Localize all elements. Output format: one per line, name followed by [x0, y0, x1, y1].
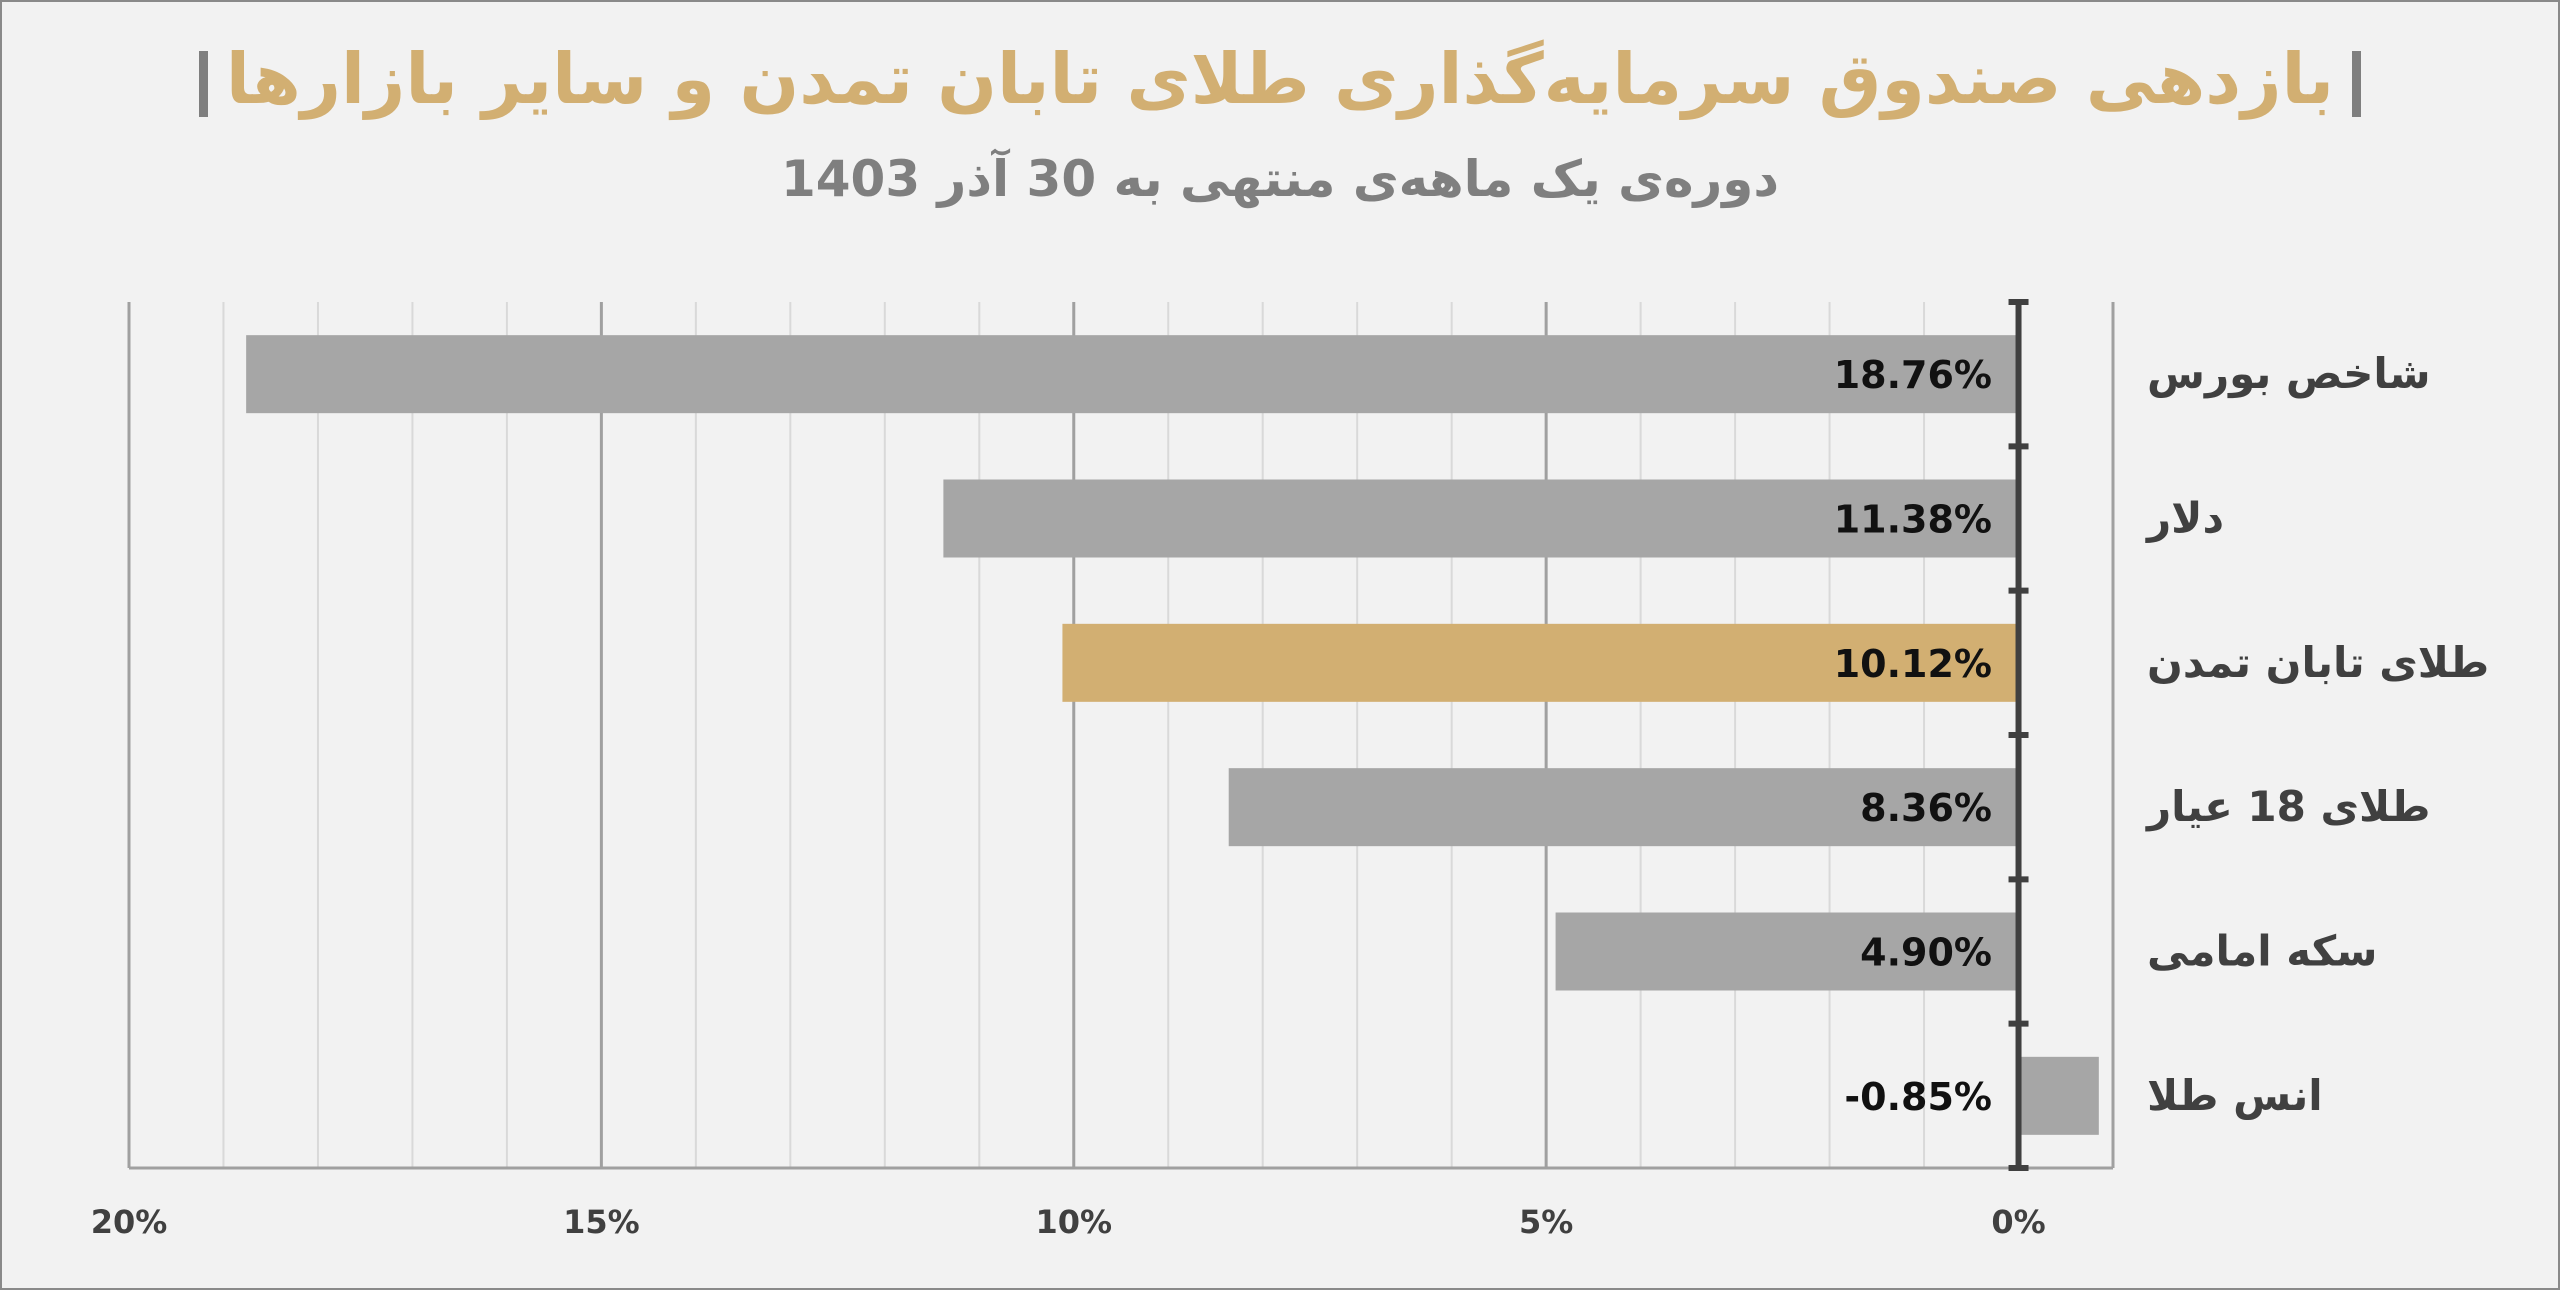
- data-label: 18.76%: [1834, 353, 1992, 397]
- bar-2: [1062, 623, 2019, 702]
- bar-3: [1228, 768, 2019, 847]
- bar-4: [1555, 912, 2019, 991]
- x-tick-label: 0%: [1991, 1203, 2045, 1241]
- category-label: سکه امامی: [2147, 927, 2378, 976]
- title-bar-left: [198, 50, 208, 117]
- category-label: شاخص بورس: [2147, 349, 2431, 399]
- x-tick-label: 15%: [563, 1203, 640, 1241]
- data-label: 11.38%: [1834, 498, 1992, 542]
- bar-0: [246, 335, 2019, 414]
- chart-subtitle: دوره‌ی یک ماهه‌ی منتهی به 30 آذر 1403: [780, 150, 1780, 208]
- x-tick-label: 5%: [1519, 1203, 1573, 1241]
- chart-title-text: بازدهی صندوق سرمایه‌گذاری طلای تابان تمد…: [225, 38, 2335, 120]
- bar-5: [2018, 1056, 2099, 1135]
- data-label: -0.85%: [1844, 1075, 1992, 1119]
- category-label: دلار: [2145, 494, 2224, 543]
- title-bar-right: [2352, 50, 2362, 117]
- x-tick-label: 10%: [1035, 1203, 1112, 1241]
- bar-1: [943, 479, 2019, 558]
- category-label: انس طلا: [2147, 1071, 2323, 1120]
- data-label: 4.90%: [1860, 931, 1992, 975]
- data-label: 8.36%: [1860, 786, 1992, 830]
- category-label: طلای 18 عیار: [2145, 782, 2430, 831]
- data-label: 10.12%: [1834, 642, 1992, 686]
- x-tick-label: 20%: [91, 1203, 168, 1241]
- chart-title: بازدهی صندوق سرمایه‌گذاری طلای تابان تمد…: [0, 38, 2560, 120]
- category-label: طلای تابان تمدن: [2147, 638, 2489, 687]
